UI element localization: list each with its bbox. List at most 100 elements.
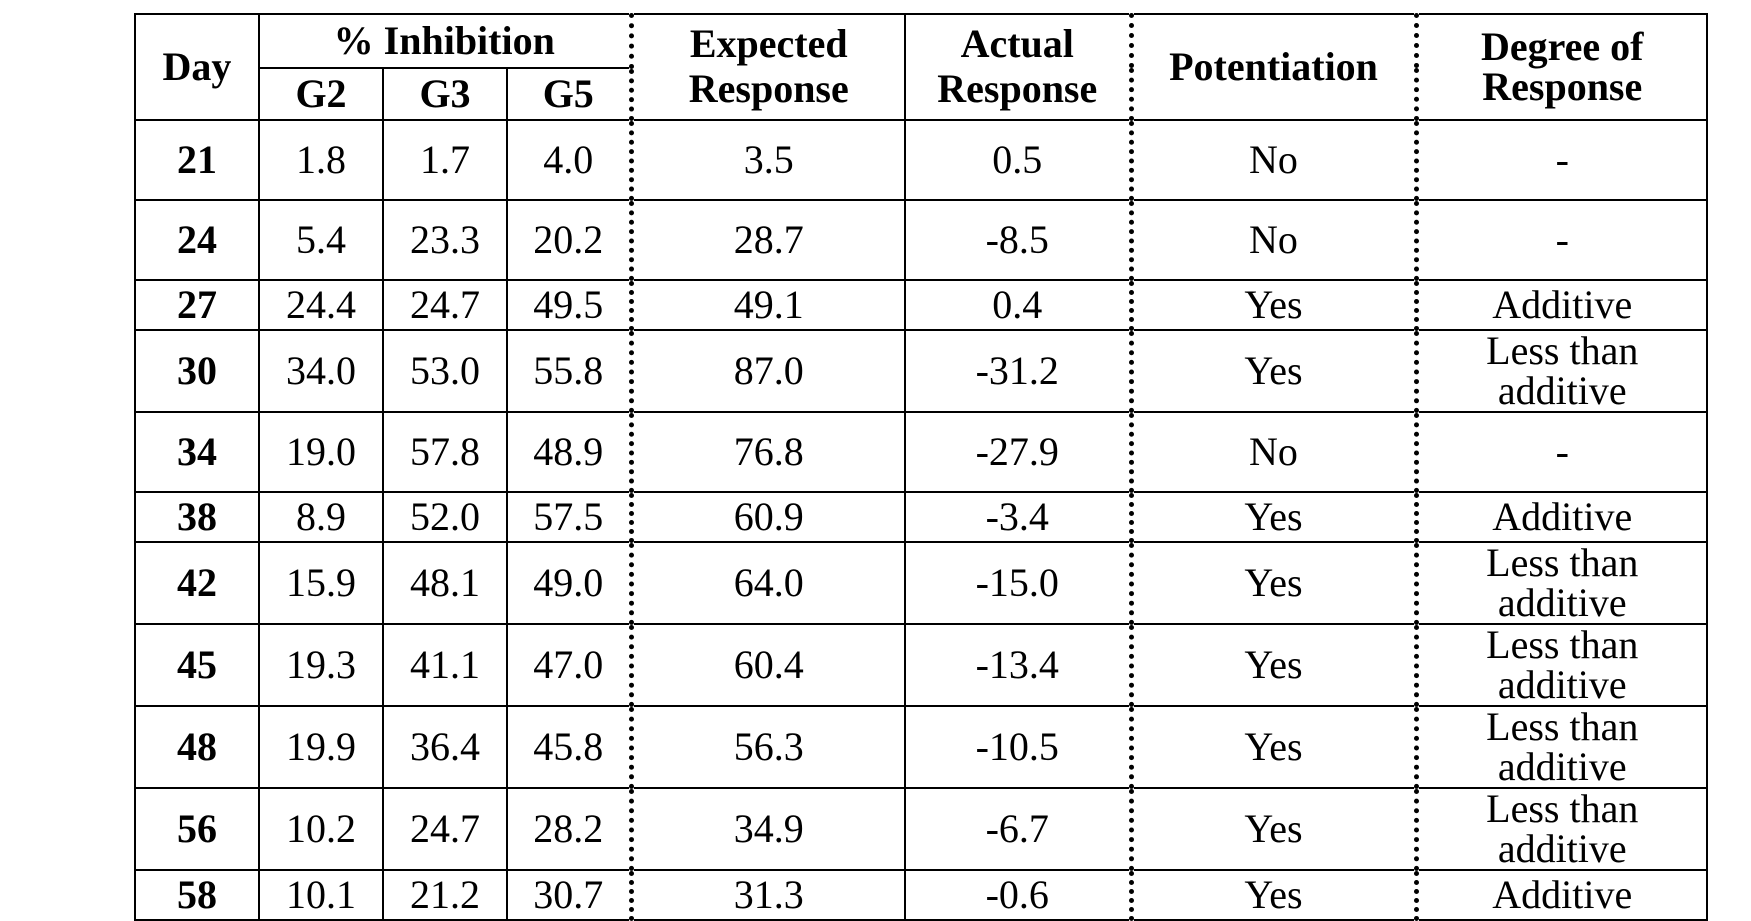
cell-day: 21 bbox=[135, 120, 259, 200]
cell-g5: 48.9 bbox=[507, 412, 631, 492]
cell-g5: 30.7 bbox=[507, 870, 631, 920]
cell-degree-of-response: Additive bbox=[1416, 280, 1707, 330]
header-inhibition: % Inhibition bbox=[259, 14, 631, 68]
cell-potentiation: Yes bbox=[1131, 870, 1416, 920]
cell-g2: 19.0 bbox=[259, 412, 383, 492]
cell-g5: 49.5 bbox=[507, 280, 631, 330]
cell-potentiation: Yes bbox=[1131, 280, 1416, 330]
cell-degree-of-response: - bbox=[1416, 120, 1707, 200]
results-table: Day % Inhibition ExpectedResponse Actual… bbox=[134, 13, 1708, 921]
cell-g2: 5.4 bbox=[259, 200, 383, 280]
table-body: 211.81.74.03.50.5No-245.423.320.228.7-8.… bbox=[135, 120, 1707, 920]
cell-degree-of-response: - bbox=[1416, 412, 1707, 492]
cell-expected-response: 56.3 bbox=[631, 706, 905, 788]
cell-actual-response: -10.5 bbox=[905, 706, 1131, 788]
cell-actual-response: -8.5 bbox=[905, 200, 1131, 280]
cell-expected-response: 64.0 bbox=[631, 542, 905, 624]
cell-degree-of-response: Less than additive bbox=[1416, 788, 1707, 870]
header-row-1: Day % Inhibition ExpectedResponse Actual… bbox=[135, 14, 1707, 68]
header-potentiation: Potentiation bbox=[1131, 14, 1416, 120]
cell-g5: 49.0 bbox=[507, 542, 631, 624]
cell-g3: 53.0 bbox=[383, 330, 507, 412]
cell-degree-of-response: Less than additive bbox=[1416, 330, 1707, 412]
cell-g2: 1.8 bbox=[259, 120, 383, 200]
cell-g3: 41.1 bbox=[383, 624, 507, 706]
header-g5: G5 bbox=[507, 68, 631, 120]
cell-potentiation: Yes bbox=[1131, 492, 1416, 542]
cell-expected-response: 87.0 bbox=[631, 330, 905, 412]
cell-g3: 24.7 bbox=[383, 788, 507, 870]
cell-g5: 55.8 bbox=[507, 330, 631, 412]
cell-degree-of-response: Less than additive bbox=[1416, 542, 1707, 624]
cell-g5: 28.2 bbox=[507, 788, 631, 870]
cell-actual-response: 0.4 bbox=[905, 280, 1131, 330]
table-row: 3419.057.848.976.8-27.9No- bbox=[135, 412, 1707, 492]
cell-potentiation: Yes bbox=[1131, 788, 1416, 870]
cell-g5: 45.8 bbox=[507, 706, 631, 788]
cell-degree-of-response: Less than additive bbox=[1416, 624, 1707, 706]
cell-degree-of-response: Additive bbox=[1416, 870, 1707, 920]
header-actual-line2: Response bbox=[937, 66, 1097, 111]
cell-g3: 52.0 bbox=[383, 492, 507, 542]
cell-actual-response: -13.4 bbox=[905, 624, 1131, 706]
cell-g2: 24.4 bbox=[259, 280, 383, 330]
table-row: 3034.053.055.887.0-31.2YesLess than addi… bbox=[135, 330, 1707, 412]
cell-day: 56 bbox=[135, 788, 259, 870]
cell-actual-response: -3.4 bbox=[905, 492, 1131, 542]
cell-potentiation: Yes bbox=[1131, 330, 1416, 412]
table-row: 2724.424.749.549.10.4YesAdditive bbox=[135, 280, 1707, 330]
cell-g2: 10.1 bbox=[259, 870, 383, 920]
table-row: 4819.936.445.856.3-10.5YesLess than addi… bbox=[135, 706, 1707, 788]
cell-g2: 10.2 bbox=[259, 788, 383, 870]
header-expected-line2: Response bbox=[689, 66, 849, 111]
table-row: 388.952.057.560.9-3.4YesAdditive bbox=[135, 492, 1707, 542]
cell-expected-response: 76.8 bbox=[631, 412, 905, 492]
cell-g5: 4.0 bbox=[507, 120, 631, 200]
cell-g2: 34.0 bbox=[259, 330, 383, 412]
cell-day: 48 bbox=[135, 706, 259, 788]
header-expected-line1: Expected bbox=[690, 21, 848, 66]
table-row: 211.81.74.03.50.5No- bbox=[135, 120, 1707, 200]
cell-g2: 8.9 bbox=[259, 492, 383, 542]
cell-potentiation: No bbox=[1131, 200, 1416, 280]
header-actual-line1: Actual bbox=[961, 21, 1074, 66]
cell-expected-response: 60.4 bbox=[631, 624, 905, 706]
cell-day: 45 bbox=[135, 624, 259, 706]
cell-day: 30 bbox=[135, 330, 259, 412]
cell-degree-of-response: - bbox=[1416, 200, 1707, 280]
cell-potentiation: No bbox=[1131, 412, 1416, 492]
cell-day: 38 bbox=[135, 492, 259, 542]
cell-actual-response: -6.7 bbox=[905, 788, 1131, 870]
cell-day: 34 bbox=[135, 412, 259, 492]
cell-actual-response: -0.6 bbox=[905, 870, 1131, 920]
cell-g3: 23.3 bbox=[383, 200, 507, 280]
cell-day: 24 bbox=[135, 200, 259, 280]
cell-g2: 15.9 bbox=[259, 542, 383, 624]
cell-g3: 1.7 bbox=[383, 120, 507, 200]
cell-g5: 47.0 bbox=[507, 624, 631, 706]
cell-degree-of-response: Additive bbox=[1416, 492, 1707, 542]
cell-day: 58 bbox=[135, 870, 259, 920]
cell-expected-response: 28.7 bbox=[631, 200, 905, 280]
cell-potentiation: No bbox=[1131, 120, 1416, 200]
cell-expected-response: 31.3 bbox=[631, 870, 905, 920]
cell-g5: 20.2 bbox=[507, 200, 631, 280]
cell-g3: 57.8 bbox=[383, 412, 507, 492]
cell-potentiation: Yes bbox=[1131, 624, 1416, 706]
cell-g3: 21.2 bbox=[383, 870, 507, 920]
cell-potentiation: Yes bbox=[1131, 542, 1416, 624]
header-g3: G3 bbox=[383, 68, 507, 120]
cell-actual-response: -31.2 bbox=[905, 330, 1131, 412]
cell-day: 27 bbox=[135, 280, 259, 330]
cell-day: 42 bbox=[135, 542, 259, 624]
cell-actual-response: -15.0 bbox=[905, 542, 1131, 624]
cell-g3: 24.7 bbox=[383, 280, 507, 330]
header-g2: G2 bbox=[259, 68, 383, 120]
cell-actual-response: -27.9 bbox=[905, 412, 1131, 492]
table-row: 5810.121.230.731.3-0.6YesAdditive bbox=[135, 870, 1707, 920]
cell-g3: 48.1 bbox=[383, 542, 507, 624]
cell-g2: 19.9 bbox=[259, 706, 383, 788]
cell-expected-response: 3.5 bbox=[631, 120, 905, 200]
table-row: 4519.341.147.060.4-13.4YesLess than addi… bbox=[135, 624, 1707, 706]
cell-g2: 19.3 bbox=[259, 624, 383, 706]
